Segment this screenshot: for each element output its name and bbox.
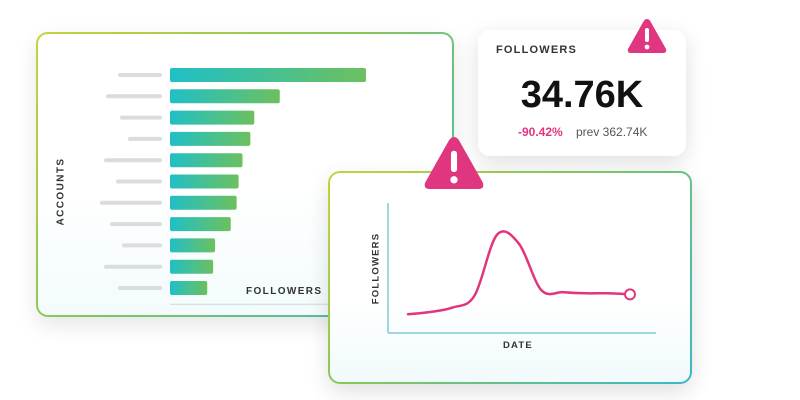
line-chart-warning-triangle-icon bbox=[424, 137, 484, 189]
bar-label-placeholder bbox=[128, 136, 162, 141]
bar bbox=[170, 238, 216, 253]
stat-label: FOLLOWERS bbox=[496, 44, 578, 56]
bar-label-placeholder bbox=[120, 115, 162, 120]
bar bbox=[170, 259, 214, 274]
bar-label-placeholder bbox=[122, 243, 162, 248]
bar-chart-plot bbox=[100, 68, 366, 305]
stat-change-percent: -90.42% bbox=[518, 125, 563, 139]
bar bbox=[170, 68, 366, 82]
bar-label-placeholder bbox=[104, 158, 162, 163]
bar bbox=[170, 217, 231, 232]
bar-label-placeholder bbox=[116, 179, 162, 184]
line-chart-x-axis-title: DATE bbox=[503, 340, 533, 351]
bar bbox=[170, 195, 237, 210]
bar-label-placeholder bbox=[118, 73, 162, 77]
bar-label-placeholder bbox=[118, 286, 162, 290]
bar bbox=[170, 110, 255, 125]
bar bbox=[170, 281, 208, 295]
bar bbox=[170, 131, 251, 146]
bar-label-placeholder bbox=[104, 264, 162, 269]
series-end-point bbox=[624, 288, 636, 301]
bar bbox=[170, 89, 280, 104]
stat-previous-value: prev 362.74K bbox=[576, 125, 648, 139]
followers-line-chart-card: FOLLOWERS DATE bbox=[328, 171, 692, 384]
bar-label-placeholder bbox=[106, 94, 162, 99]
bar-chart-x-axis-title: FOLLOWERS bbox=[246, 286, 323, 297]
bar bbox=[170, 174, 239, 189]
bar bbox=[170, 153, 243, 168]
bar-label-placeholder bbox=[110, 222, 162, 227]
line-chart-y-axis-title: FOLLOWERS bbox=[370, 232, 382, 305]
stat-value: 34.76K bbox=[520, 74, 644, 116]
line-chart-plot bbox=[387, 203, 656, 334]
bar-label-placeholder bbox=[100, 200, 162, 205]
followers-series-line bbox=[406, 230, 632, 316]
stat-warning-triangle-icon bbox=[627, 19, 667, 53]
